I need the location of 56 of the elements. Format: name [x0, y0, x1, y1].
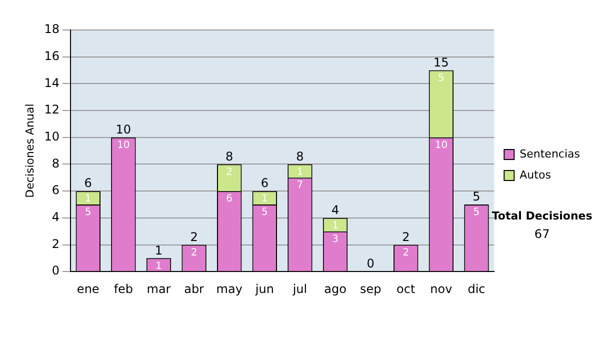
data-label: 1: [332, 220, 338, 232]
data-label: 2: [226, 166, 233, 178]
total-label: 0: [366, 256, 374, 271]
total-label: 4: [331, 203, 340, 218]
total-label: 8: [226, 149, 234, 164]
y-tick-label: 10: [44, 130, 60, 144]
y-tick-label: 8: [52, 156, 60, 170]
x-tick-label: abr: [184, 282, 204, 296]
total-label: 6: [260, 176, 268, 190]
total-label: 8: [296, 149, 304, 164]
total-label: 6: [84, 176, 92, 190]
total-label: 2: [402, 230, 410, 244]
data-label: 6: [226, 194, 233, 205]
data-label: 5: [261, 207, 268, 218]
y-tick-label: 6: [52, 183, 60, 198]
text: 67: [534, 227, 550, 242]
x-tick-label: jun: [254, 282, 274, 296]
data-label: 5: [473, 207, 480, 218]
y-tick-label: 2: [52, 236, 60, 251]
data-label: 2: [402, 247, 410, 258]
data-label: 5: [84, 207, 92, 218]
total-label: 2: [190, 230, 198, 244]
data-label: 5: [438, 72, 444, 84]
x-tick-label: oct: [396, 282, 416, 296]
total-label: 10: [116, 122, 132, 137]
x-tick-label: mar: [146, 282, 171, 296]
data-label: 1: [296, 166, 304, 178]
legend-label: Autos: [520, 168, 552, 182]
total-label: 1: [154, 243, 163, 258]
x-tick-label: feb: [114, 282, 134, 296]
y-tick-label: 16: [44, 48, 60, 63]
y-tick-label: 4: [52, 210, 60, 224]
y-tick-label: 12: [44, 102, 60, 117]
data-label: 1: [261, 194, 268, 205]
x-tick-label: sep: [360, 282, 382, 296]
x-tick-label: jul: [292, 282, 308, 296]
data-label: 7: [296, 180, 304, 192]
total-label: 5: [472, 190, 480, 204]
data-label: 10: [117, 140, 130, 151]
annotation: Total Decisiones: [492, 209, 593, 222]
x-tick-label: ago: [324, 282, 346, 296]
data-label: 3: [332, 234, 338, 245]
legend-label: Sentencias: [520, 147, 580, 160]
y-axis-title: Decisiones Anual: [23, 104, 36, 198]
x-tick-label: ene: [76, 282, 100, 296]
y-tick-label: 0: [52, 264, 60, 278]
x-tick-label: may: [216, 282, 242, 296]
x-tick-label: dic: [468, 282, 486, 296]
data-label: 1: [156, 260, 162, 272]
x-tick-label: nov: [430, 282, 452, 296]
data-label: 1: [84, 194, 92, 205]
y-tick-label: 18: [44, 22, 60, 36]
data-label: 10: [434, 140, 448, 151]
y-tick-label: 14: [44, 76, 60, 90]
total-label: 15: [434, 55, 449, 70]
data-label: 2: [190, 247, 198, 258]
